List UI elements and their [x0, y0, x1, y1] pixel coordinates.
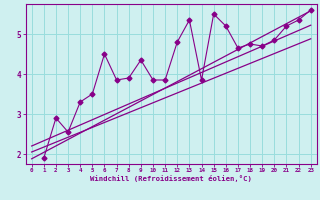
- X-axis label: Windchill (Refroidissement éolien,°C): Windchill (Refroidissement éolien,°C): [90, 175, 252, 182]
